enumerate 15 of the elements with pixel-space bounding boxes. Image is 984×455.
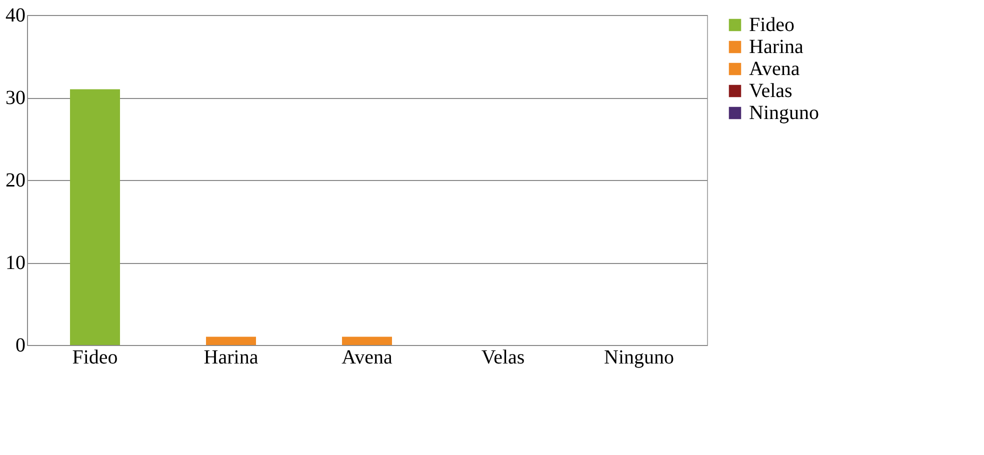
y-tick-label: 0 [16, 334, 26, 356]
y-tick-label: 10 [6, 252, 26, 274]
x-tick-label: Velas [481, 346, 525, 368]
x-tick-label: Fideo [72, 346, 118, 368]
legend-label: Harina [749, 36, 804, 58]
y-tick-label: 40 [6, 4, 26, 26]
legend-label: Fideo [749, 14, 795, 36]
legend-label: Velas [749, 80, 793, 102]
x-tick-label: Ninguno [604, 346, 674, 368]
y-tick-label: 30 [6, 87, 26, 109]
x-tick-label: Avena [342, 346, 392, 368]
y-tick-label: 20 [6, 170, 26, 192]
x-tick-label: Harina [204, 346, 258, 368]
legend-label: Avena [749, 58, 800, 80]
legend-label: Ninguno [749, 102, 819, 124]
